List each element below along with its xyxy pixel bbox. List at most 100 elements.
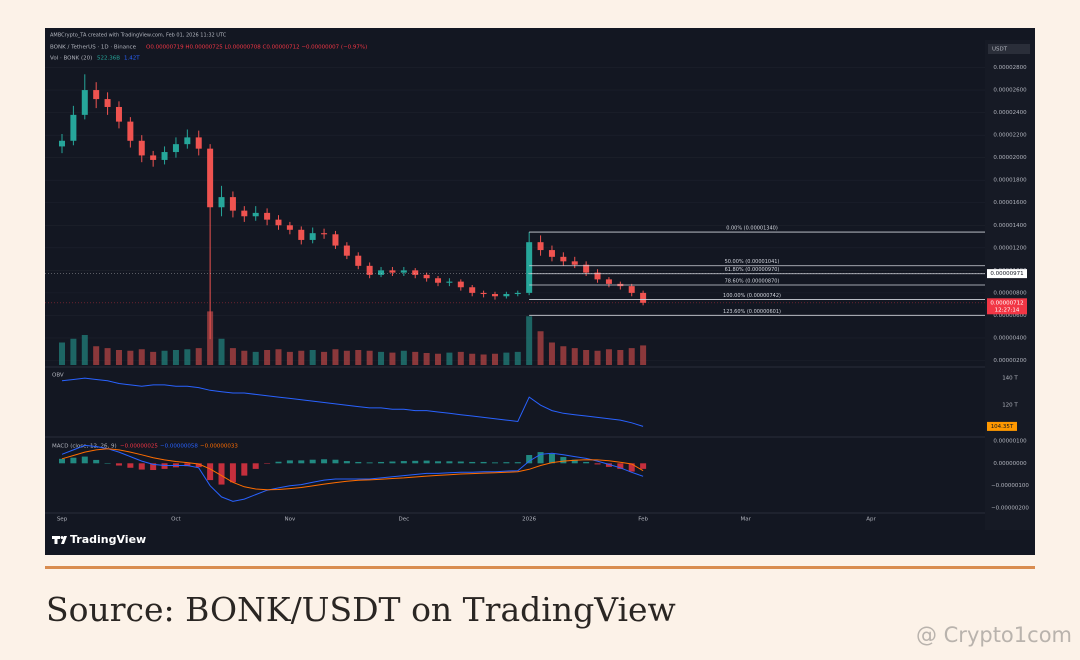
macd-histogram [332,459,339,464]
volume-bar [321,351,328,365]
volume-bar [412,351,419,365]
macd-histogram [503,462,510,464]
caption: Source: BONK/USDT on TradingView [46,590,676,629]
y-tick-label: 0.00002000 [993,155,1027,161]
macd-histogram [321,459,328,464]
macd-histogram [81,456,88,464]
candle-body [138,140,145,156]
price-badge [987,269,1027,279]
volume-bar [332,349,339,365]
candle-body [286,225,293,230]
macd-histogram [184,463,191,467]
candle-body [241,210,248,217]
volume-bar [355,350,362,365]
candle-body [70,114,77,141]
candle-body [423,274,430,279]
macd-histogram [218,463,225,485]
volume-bar [81,335,88,365]
volume-bar [138,349,145,365]
watermark: @ Crypto1com [915,623,1072,647]
y-tick-label: 0.00000600 [993,313,1027,319]
volume-bar [423,353,430,365]
x-tick-label: Sep [57,517,68,523]
x-tick-label: Dec [399,517,410,523]
macd-histogram [617,463,624,469]
chart-background [45,28,1035,555]
volume-bar [594,350,601,365]
volume-value: 522.36B [97,56,120,62]
candle-body [583,264,590,273]
obv-line [61,377,644,427]
candle-body [218,197,225,208]
fib-label: 78.60% (0.00000870) [725,279,780,285]
macd-histogram [435,461,442,464]
macd-histogram [252,463,259,469]
currency-box [988,44,1030,54]
macd-histogram [446,461,453,464]
macd-histogram [548,453,555,464]
candle-body [480,292,487,295]
macd-histogram [514,462,521,464]
macd-histogram [275,461,282,464]
obv-legend: OBV [52,373,64,379]
macd-histogram [241,463,248,476]
fib-label: 0.00% (0.00001340) [726,226,778,232]
macd-histogram [480,461,487,464]
candle-body [594,272,601,280]
x-tick-label: Apr [866,517,876,523]
macd-histogram [93,459,100,464]
y-tick-label: 0.00000800 [993,290,1027,296]
candle-body [435,278,442,283]
price-axis-strip [985,40,1035,530]
price-badge-label: 0.00000712 [990,300,1023,306]
macd-histogram [264,463,271,464]
candle-body [195,137,202,149]
volume-bar [161,350,168,365]
volume-bar [514,351,521,365]
candle-body [537,242,544,251]
volume-bar [571,348,578,365]
candle-body [412,270,419,275]
header: AMBCrypto_TA created with TradingView.co… [50,33,227,39]
fib-label: 123.60% (0.00000601) [723,309,781,315]
candle-body [343,245,350,256]
volume-legend: Vol · BONK (20) [50,56,92,62]
signal-value: −0.00000033 [200,444,238,450]
y-tick-label: 0.00000400 [993,335,1027,341]
macd-histogram [59,458,65,464]
volume-bar [435,353,442,365]
candle-body [457,281,464,288]
candle-body [309,233,316,240]
candle-body [229,197,236,211]
candle-body [264,212,271,220]
volume-bar [195,348,202,365]
y-tick-label: 120 T [1002,403,1018,409]
volume-bar [241,350,248,365]
volume-bar [378,351,385,365]
candle-body [207,148,214,208]
symbol: BONK / TetherUS · 1D · Binance [50,45,137,51]
macd-histogram [605,463,612,467]
volume-bar [286,351,293,365]
candle-body [526,242,533,293]
macd-histogram [491,462,498,464]
candle-body [378,270,385,275]
macd-histogram [583,461,590,464]
macd-histogram [355,461,362,464]
macd-histogram [594,463,601,465]
volume-bar [628,348,635,365]
macd-histogram [537,452,544,464]
candle-body [560,256,567,262]
candle-body [571,261,578,265]
fib-label: 100.00% (0.00000742) [723,293,781,299]
macd-histogram [469,461,476,464]
y-tick-label: 0.00000000 [993,461,1027,467]
divider [45,566,1035,569]
volume-bar [400,350,407,365]
candle-body [81,90,88,115]
volume-bar [457,351,464,365]
macd-histogram [378,461,385,464]
volume-bar [218,338,225,365]
y-tick-label: −0.00000200 [991,506,1029,512]
candle-body [628,286,635,293]
